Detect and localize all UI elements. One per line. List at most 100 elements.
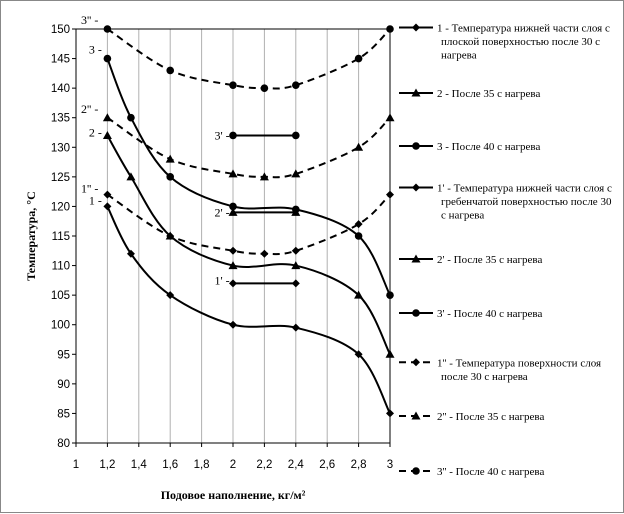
series-line-6: [106, 193, 391, 256]
x-tick-label-6: 2,2: [256, 459, 272, 471]
series-6-point-5: [354, 220, 363, 229]
series-3-point-0: [229, 279, 237, 288]
series-8-point-0: [103, 25, 112, 33]
legend-marker-3: [412, 183, 420, 192]
legend-label-7: 2'' - После 35 с нагрева: [437, 411, 544, 423]
series-6-point-6: [386, 190, 394, 199]
series-2-point-3: [229, 202, 237, 211]
series-0-point-1: [126, 249, 135, 258]
series-7-point-0: [102, 113, 112, 122]
series-4-point-0: [228, 207, 238, 216]
series-8-point-3: [260, 84, 269, 92]
series-6-point-2: [229, 246, 237, 255]
series-8-point-1: [166, 66, 174, 75]
series-1-point-6: [385, 349, 395, 358]
series-8-point-4: [292, 81, 300, 89]
series-0-point-6: [386, 409, 394, 418]
series-6-point-1: [166, 232, 175, 240]
legend-label-4: 2' - После 35 с нагрева: [437, 254, 542, 266]
y-tick-label-14: 150: [51, 24, 70, 36]
series-1-point-0: [102, 130, 112, 139]
y-tick-label-6: 110: [52, 261, 70, 273]
series-1-point-3: [228, 261, 238, 270]
series-0-point-3: [229, 320, 237, 329]
y-tick-label-12: 140: [51, 83, 70, 95]
annotation-7: 2' -: [214, 205, 229, 219]
annotation-0: 3'' -: [81, 13, 98, 27]
y-tick-label-0: 80: [57, 438, 70, 450]
annotation-3: 2 -: [89, 126, 102, 140]
series-7-point-2: [228, 169, 238, 178]
x-tick-label-5: 2: [230, 459, 236, 471]
series-4-point-1: [291, 207, 301, 216]
legend-marker-5: [412, 309, 420, 317]
legend-label-0: 1 - Температура нижней части слоя с плоск…: [437, 23, 610, 62]
legend-label-1: 2 - После 35 с нагрева: [437, 88, 540, 100]
series-0-point-0: [103, 202, 112, 211]
series-7-point-6: [385, 113, 395, 122]
x-tick-label-7: 2,4: [288, 459, 305, 471]
legend-marker-8: [412, 467, 420, 475]
series-7-point-3: [259, 172, 269, 181]
y-tick-label-7: 115: [52, 231, 70, 243]
legend-label-8: 3'' - После 40 с нагрева: [437, 466, 544, 478]
series-5-point-0: [229, 131, 237, 140]
x-tick-label-9: 2,8: [351, 459, 367, 471]
series-1-point-1: [126, 172, 136, 181]
y-tick-label-13: 145: [51, 54, 70, 66]
y-tick-label-9: 125: [51, 172, 70, 184]
annotation-1: 3 -: [89, 43, 102, 57]
y-tick-label-11: 135: [51, 113, 70, 125]
series-1-point-5: [354, 290, 364, 299]
x-tick-label-2: 1,4: [131, 459, 148, 471]
annotation-8: 1' -: [214, 273, 229, 287]
legend-label-2: 3 - После 40 с нагрева: [437, 141, 540, 153]
series-line-0: [106, 205, 391, 414]
series-2-point-6: [386, 291, 394, 299]
y-tick-label-4: 100: [51, 320, 70, 332]
y-tick-label-2: 90: [57, 379, 70, 391]
series-0-point-2: [166, 291, 175, 300]
series-8-point-6: [386, 25, 394, 33]
annotation-4: 1'' -: [81, 182, 98, 196]
legend-label-5: 3' - После 40 с нагрева: [437, 308, 542, 320]
x-tick-label-4: 1,8: [194, 459, 210, 471]
legend-marker-2: [412, 142, 420, 150]
legend-label-3: 1' - Температура нижней части слоя с греб…: [437, 183, 612, 222]
y-tick-label-5: 105: [51, 290, 70, 302]
series-3-point-1: [291, 279, 300, 288]
legend-marker-6: [412, 358, 420, 367]
series-line-1: [106, 134, 391, 355]
y-tick-label-3: 95: [57, 349, 70, 361]
series-2-point-5: [354, 232, 363, 240]
series-6-point-0: [103, 190, 112, 199]
series-7-point-5: [354, 142, 364, 151]
x-axis-title: Подовое наполнение, кг/м²: [161, 488, 306, 502]
x-tick-label-8: 2,6: [319, 459, 335, 471]
legend-label-6: 1'' - Температура поверхности слоя после …: [437, 357, 601, 383]
x-tick-label-1: 1,2: [99, 459, 115, 471]
series-7-point-1: [165, 154, 175, 163]
series-1-point-4: [291, 261, 301, 270]
x-tick-label-3: 1,6: [162, 459, 178, 471]
series-0-point-4: [291, 323, 300, 332]
legend-marker-1: [411, 88, 421, 97]
legend-marker-7: [411, 411, 421, 420]
series-5-point-1: [292, 131, 300, 140]
y-tick-label-10: 130: [51, 142, 70, 154]
series-7-point-4: [291, 169, 301, 178]
y-tick-label-8: 120: [51, 201, 70, 213]
x-tick-label-0: 1: [73, 459, 79, 471]
series-8-point-2: [229, 81, 237, 89]
annotation-5: 1 -: [89, 194, 102, 208]
y-axis-title: Температура, °С: [24, 191, 38, 281]
series-line-8: [106, 28, 391, 90]
y-tick-label-1: 85: [57, 408, 70, 420]
series-line-2: [106, 58, 391, 296]
legend-marker-4: [411, 254, 421, 263]
series-8-point-5: [354, 54, 363, 63]
annotation-2: 2'' -: [81, 102, 98, 116]
series-2-point-0: [103, 54, 112, 63]
